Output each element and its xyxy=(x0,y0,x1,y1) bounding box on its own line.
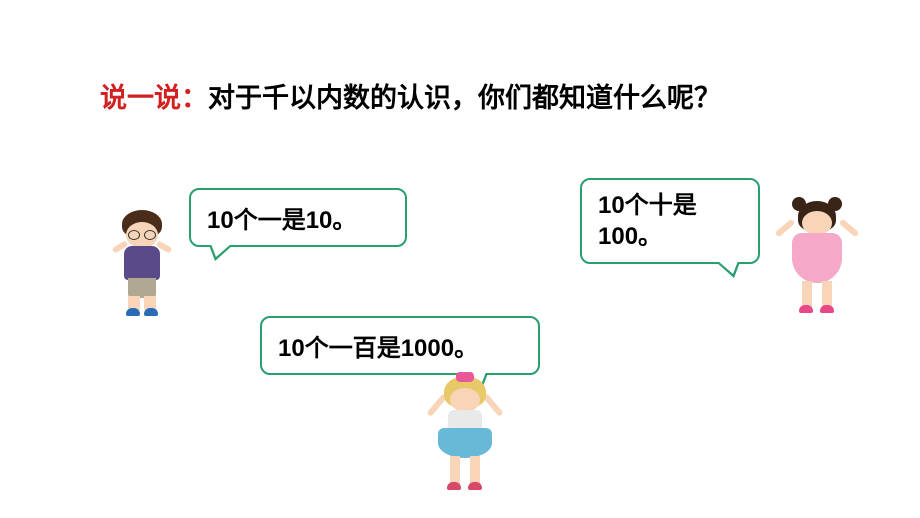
leg-icon xyxy=(450,456,460,484)
title-question: 对于千以内数的认识，你们都知道什么呢？ xyxy=(208,83,721,113)
shoe-icon xyxy=(799,305,813,313)
speech-bubble-1: 10个一是10。 xyxy=(189,188,407,247)
title-prompt: 说一说： xyxy=(100,83,208,113)
bubble-2-text: 10个十是100。 xyxy=(598,192,697,250)
skirt-icon xyxy=(438,428,492,458)
shoe-icon xyxy=(144,308,158,316)
speech-bubble-2: 10个十是100。 xyxy=(580,178,760,264)
character-girl-pink xyxy=(776,195,858,325)
slide-title: 说一说：对于千以内数的认识，你们都知道什么呢？ xyxy=(100,76,721,115)
face-icon xyxy=(450,388,480,412)
dress-icon xyxy=(792,233,842,283)
face-icon xyxy=(802,211,832,235)
leg-icon xyxy=(802,281,812,307)
shoe-icon xyxy=(126,308,140,316)
character-boy-glasses xyxy=(108,210,176,320)
bubble-3-text: 10个一百是1000。 xyxy=(278,335,478,362)
arm-icon xyxy=(839,219,860,238)
leg-icon xyxy=(822,281,832,307)
shorts-icon xyxy=(128,278,156,298)
speech-bubble-3: 10个一百是1000。 xyxy=(260,316,540,375)
bow-icon xyxy=(456,372,474,382)
leg-icon xyxy=(470,456,480,484)
shoe-icon xyxy=(468,482,482,490)
glasses-icon xyxy=(128,230,156,238)
shirt-icon xyxy=(124,246,160,280)
shoe-icon xyxy=(447,482,461,490)
shoe-icon xyxy=(820,305,834,313)
character-girl-blonde xyxy=(424,372,506,500)
arm-icon xyxy=(775,219,796,238)
bubble-1-text: 10个一是10。 xyxy=(207,207,356,234)
